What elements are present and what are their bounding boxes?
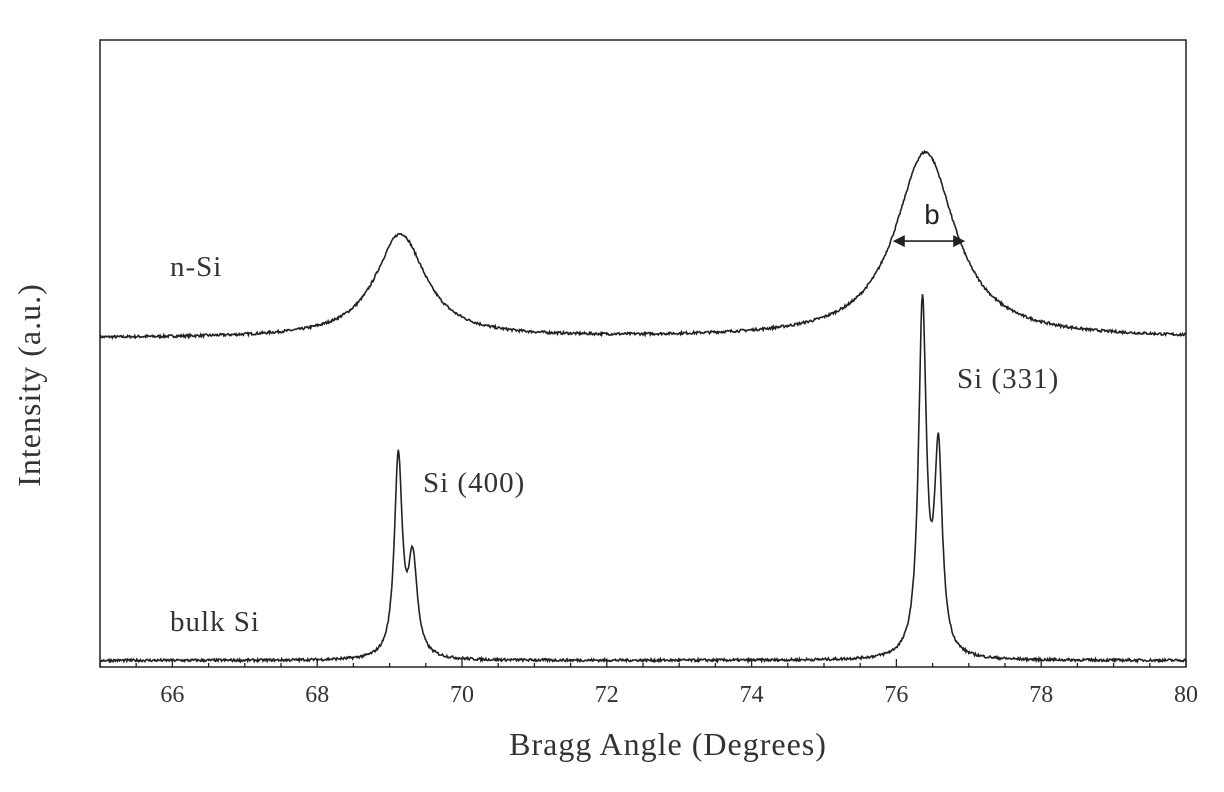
peak-label-si-400: Si (400) [423,467,525,499]
x-axis-ticks: 66 68 70 72 74 76 78 80 [99,659,1198,708]
fwhm-arrowhead-right [953,235,966,248]
x-tick-label: 76 [884,682,908,708]
peak-label-si-331: Si (331) [957,363,1059,395]
x-tick-label: 80 [1174,682,1198,708]
x-axis-label: Bragg Angle (Degrees) [509,726,827,762]
y-axis-label: Intensity (a.u.) [11,283,47,487]
x-tick-label: 72 [595,682,619,708]
plot-frame [99,39,1187,668]
series-label-n-si: n-Si [170,251,222,283]
fwhm-arrow [892,235,966,248]
fwhm-label: b [924,202,941,233]
series-layer [99,149,1187,665]
x-tick-label: 70 [450,682,474,708]
x-tick-label: 66 [160,682,184,708]
x-tick-label: 78 [1029,682,1053,708]
x-tick-label: 74 [740,682,764,708]
series-line-bulk-si [99,294,1187,665]
series-line-n-si [99,149,1187,341]
series-label-bulk-si: bulk Si [170,606,260,638]
x-tick-label: 68 [305,682,329,708]
fwhm-arrowhead-left [892,235,905,248]
